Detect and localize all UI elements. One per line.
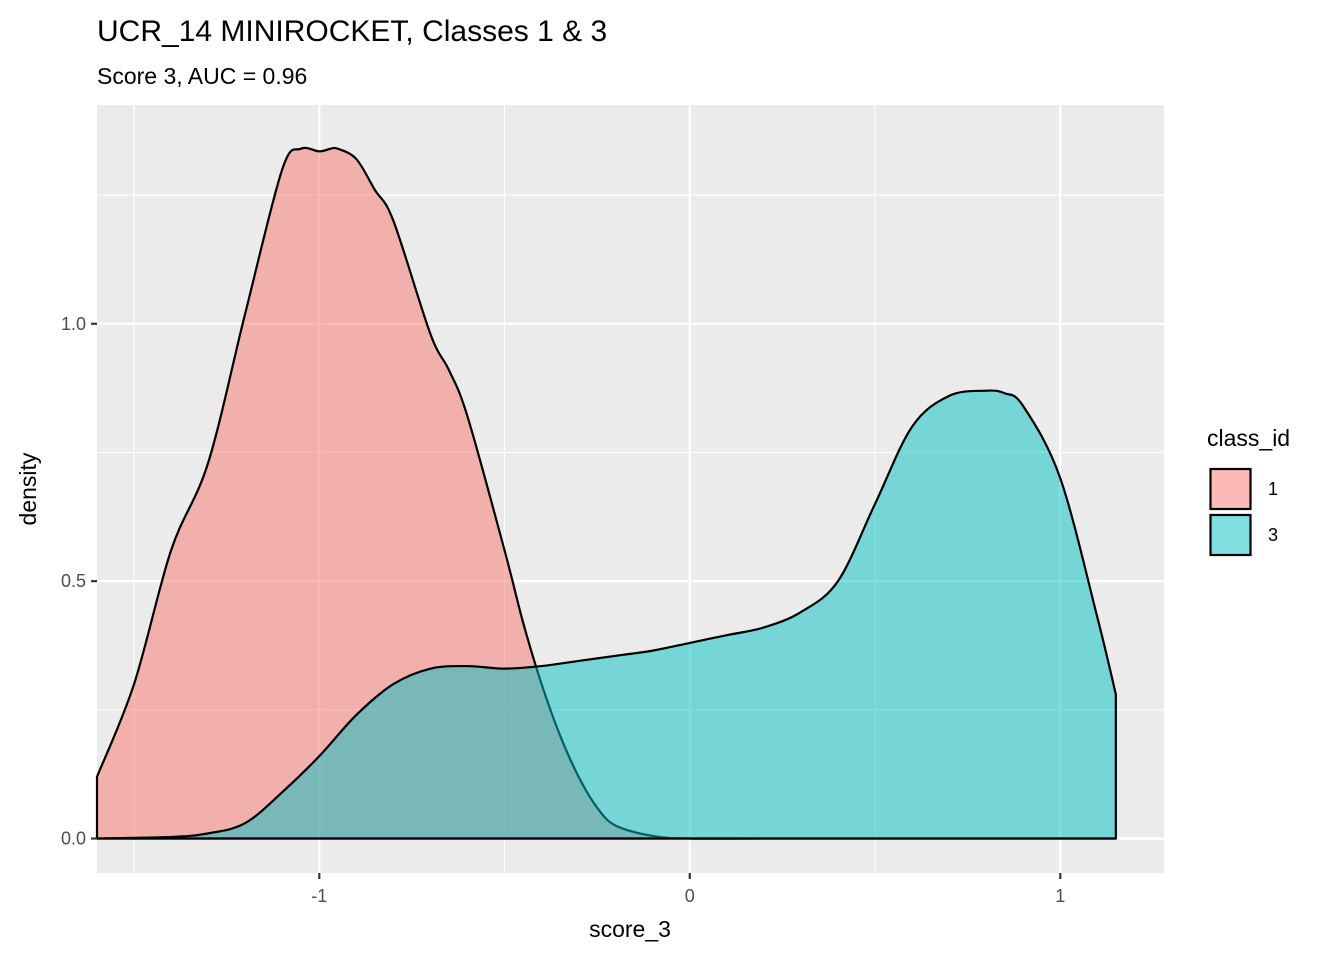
y-tick-label: 0.0 (61, 829, 86, 849)
legend: class_id 1 3 (1207, 425, 1290, 557)
x-tick-label: 1 (1055, 886, 1065, 906)
legend-swatch-class-1 (1209, 467, 1252, 511)
legend-label-class-1: 1 (1268, 479, 1278, 499)
x-axis: -1 0 1 (311, 873, 1065, 906)
y-tick-label: 1.0 (61, 314, 86, 334)
chart-subtitle: Score 3, AUC = 0.96 (97, 63, 307, 89)
y-axis-title: density (15, 452, 41, 525)
chart-title: UCR_14 MINIROCKET, Classes 1 & 3 (97, 15, 607, 48)
x-axis-title: score_3 (589, 916, 671, 942)
y-axis: 0.0 0.5 1.0 (61, 314, 97, 849)
x-tick-label: -1 (311, 886, 327, 906)
legend-swatch-class-3 (1209, 513, 1252, 557)
density-fill-class-3 (97, 390, 1116, 839)
y-tick-label: 0.5 (61, 571, 86, 591)
density-areas (95, 146, 1117, 840)
x-tick-label: 0 (685, 886, 695, 906)
legend-label-class-3: 3 (1268, 525, 1278, 545)
density-fill-class-1 (97, 147, 1116, 839)
legend-title: class_id (1207, 425, 1290, 451)
density-line-class-3 (95, 389, 1117, 840)
